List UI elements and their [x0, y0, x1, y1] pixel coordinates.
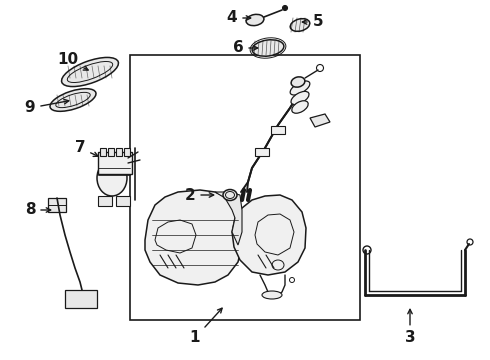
Ellipse shape: [62, 58, 119, 86]
Bar: [116, 148, 122, 156]
Bar: [124, 148, 130, 156]
Bar: [98, 152, 132, 174]
Bar: [100, 148, 106, 156]
Text: 9: 9: [24, 99, 69, 116]
Bar: [130, 55, 360, 320]
Bar: [65, 290, 97, 308]
Ellipse shape: [291, 91, 309, 105]
Ellipse shape: [262, 291, 282, 299]
Ellipse shape: [97, 160, 127, 196]
Ellipse shape: [246, 14, 264, 26]
Text: 1: 1: [190, 308, 222, 346]
Bar: [48, 198, 66, 212]
Bar: [255, 148, 269, 156]
Polygon shape: [145, 190, 242, 285]
Polygon shape: [215, 192, 242, 245]
Text: 10: 10: [57, 53, 88, 70]
Bar: [108, 148, 114, 156]
Ellipse shape: [290, 81, 310, 95]
Text: 3: 3: [405, 309, 416, 346]
Polygon shape: [310, 114, 330, 127]
Text: 7: 7: [74, 140, 98, 156]
Ellipse shape: [223, 189, 237, 201]
Ellipse shape: [50, 89, 96, 111]
Bar: [98, 196, 112, 206]
Ellipse shape: [290, 19, 310, 31]
Text: 4: 4: [227, 10, 251, 26]
Ellipse shape: [292, 101, 308, 113]
Text: 8: 8: [24, 202, 50, 217]
Text: 2: 2: [185, 188, 214, 202]
Ellipse shape: [291, 77, 305, 87]
Text: 5: 5: [302, 14, 323, 30]
Bar: [271, 126, 285, 134]
Polygon shape: [232, 195, 306, 275]
Bar: [116, 196, 130, 206]
Ellipse shape: [283, 5, 288, 10]
Ellipse shape: [252, 40, 284, 56]
Text: 6: 6: [233, 40, 258, 55]
